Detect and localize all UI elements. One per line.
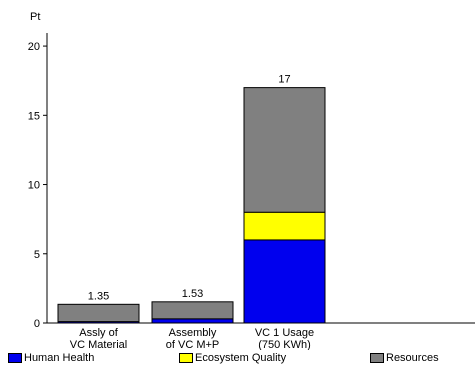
y-tick-label: 0	[34, 318, 40, 330]
legend-label-human-health: Human Health	[24, 352, 95, 364]
x-category-label: VC 1 Usage (750 KWh)	[255, 327, 314, 350]
y-tick-label: 10	[28, 180, 40, 192]
legend-swatch-human-health	[8, 353, 22, 363]
chart-legend: Human Health Ecosystem Quality Resources	[0, 350, 475, 370]
bar-segment	[151, 318, 234, 324]
legend-item-resources: Resources	[370, 352, 439, 364]
legend-label-ecosystem-quality: Ecosystem Quality	[195, 352, 287, 364]
bar-total-label: 17	[278, 74, 290, 86]
y-tick-label: 15	[28, 110, 40, 122]
bar-segment	[151, 301, 234, 320]
x-category-label: Assembly of VC M+P	[166, 327, 220, 350]
y-tick-label: 5	[34, 249, 40, 261]
bar-segment	[57, 303, 140, 323]
x-category-label: Assly of VC Material	[70, 327, 127, 350]
legend-item-human-health: Human Health	[8, 352, 94, 364]
bar-total-label: 1.35	[88, 290, 109, 302]
y-tick-label: 20	[28, 41, 40, 53]
y-axis-label: Pt	[30, 11, 40, 23]
legend-swatch-ecosystem-quality	[179, 353, 193, 363]
legend-swatch-resources	[370, 353, 384, 363]
bar-segment	[243, 211, 326, 241]
bar-segment	[243, 87, 326, 213]
legend-label-resources: Resources	[386, 352, 439, 364]
bar-total-label: 1.53	[182, 288, 203, 300]
legend-item-ecosystem-quality: Ecosystem Quality	[179, 352, 286, 364]
stacked-bar-chart: Pt 0 5 10 15 20 1.35 Assly of VC Material 1.53 Ass…	[28, 11, 475, 350]
bar-segment	[243, 239, 326, 324]
